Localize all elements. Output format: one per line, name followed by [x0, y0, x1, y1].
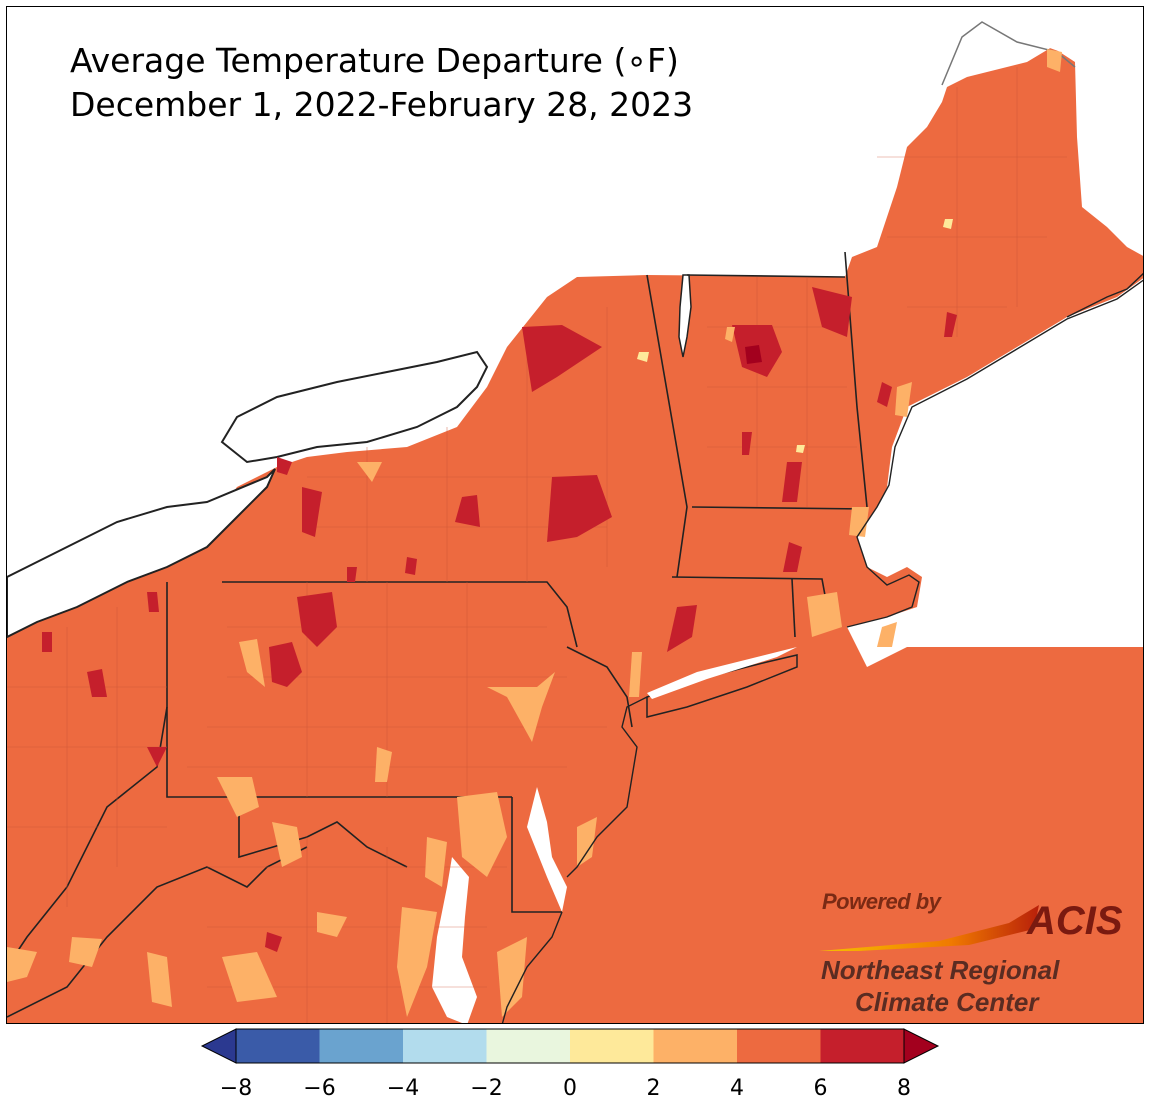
- legend-tick-label: −6: [303, 1076, 336, 1101]
- bay-water: [527, 787, 567, 912]
- canada-blank: [937, 17, 1075, 77]
- legend-bin: [737, 1029, 821, 1063]
- legend-bin: [236, 1029, 320, 1063]
- anomaly-0-to-2-patches: [637, 219, 953, 453]
- legend-tick-label: 0: [563, 1076, 577, 1101]
- lake-champlain: [678, 274, 692, 358]
- long-island-sound: [647, 647, 797, 699]
- legend-tick-label: −2: [470, 1076, 503, 1101]
- legend-tick-label: 6: [813, 1076, 828, 1101]
- legend-over-arrow: [903, 1028, 940, 1064]
- logo-powered-by: Powered by: [822, 889, 941, 914]
- acis-nrcc-logo: Powered by ACIS Northeast Regional Clima…: [819, 885, 1139, 1020]
- lake-erie: [7, 468, 276, 639]
- legend-bin: [403, 1029, 487, 1063]
- legend-bin: [820, 1029, 904, 1063]
- legend-bin: [570, 1029, 654, 1063]
- legend-tick-label: 4: [730, 1076, 744, 1101]
- acis-swoosh-icon: [819, 905, 1039, 951]
- legend-bin: [653, 1029, 737, 1063]
- legend-tick-label: −4: [386, 1076, 420, 1101]
- map-title: Average Temperature Departure (∘F): [70, 41, 679, 80]
- temperature-map: [7, 17, 1143, 1023]
- lake-ontario: [220, 350, 489, 464]
- logo-org-line1: Northeast Regional: [821, 955, 1060, 985]
- anomaly-6-to-8-patches: [42, 287, 957, 952]
- legend-tick-label: 8: [897, 1076, 911, 1101]
- legend-colorbar: [200, 1028, 940, 1064]
- anomaly-2-to-4-patches: [7, 49, 1062, 1017]
- map-date-range: December 1, 2022-February 28, 2023: [70, 85, 694, 124]
- map-panel: Average Temperature Departure (∘F) Decem…: [6, 6, 1144, 1024]
- legend-tick-label: 2: [646, 1076, 661, 1101]
- coastlines: [501, 272, 1143, 1023]
- legend-bin: [486, 1029, 570, 1063]
- logo-org-line2: Climate Center: [855, 987, 1039, 1017]
- chesapeake-bay: [432, 857, 477, 1023]
- legend-bin: [319, 1029, 403, 1063]
- anomaly-over-8-patch: [745, 345, 762, 364]
- legend-under-arrow: [200, 1028, 237, 1064]
- logo-acis: ACIS: [1027, 899, 1123, 943]
- legend-tick-label: −8: [219, 1076, 253, 1101]
- legend-frame: [235, 1028, 905, 1064]
